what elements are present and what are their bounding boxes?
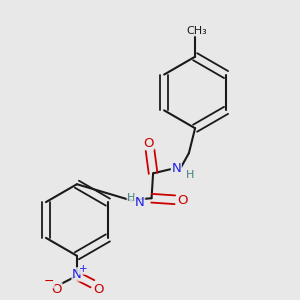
Text: N: N — [172, 162, 181, 175]
Text: CH₃: CH₃ — [186, 26, 207, 36]
Text: N: N — [135, 196, 145, 209]
Text: O: O — [143, 137, 154, 150]
Text: +: + — [80, 264, 88, 274]
Text: O: O — [93, 283, 103, 296]
Text: H: H — [186, 170, 195, 180]
Text: N: N — [72, 268, 82, 281]
Text: H: H — [127, 193, 136, 203]
Text: O: O — [51, 283, 62, 296]
Text: −: − — [44, 275, 54, 288]
Text: O: O — [177, 194, 188, 207]
